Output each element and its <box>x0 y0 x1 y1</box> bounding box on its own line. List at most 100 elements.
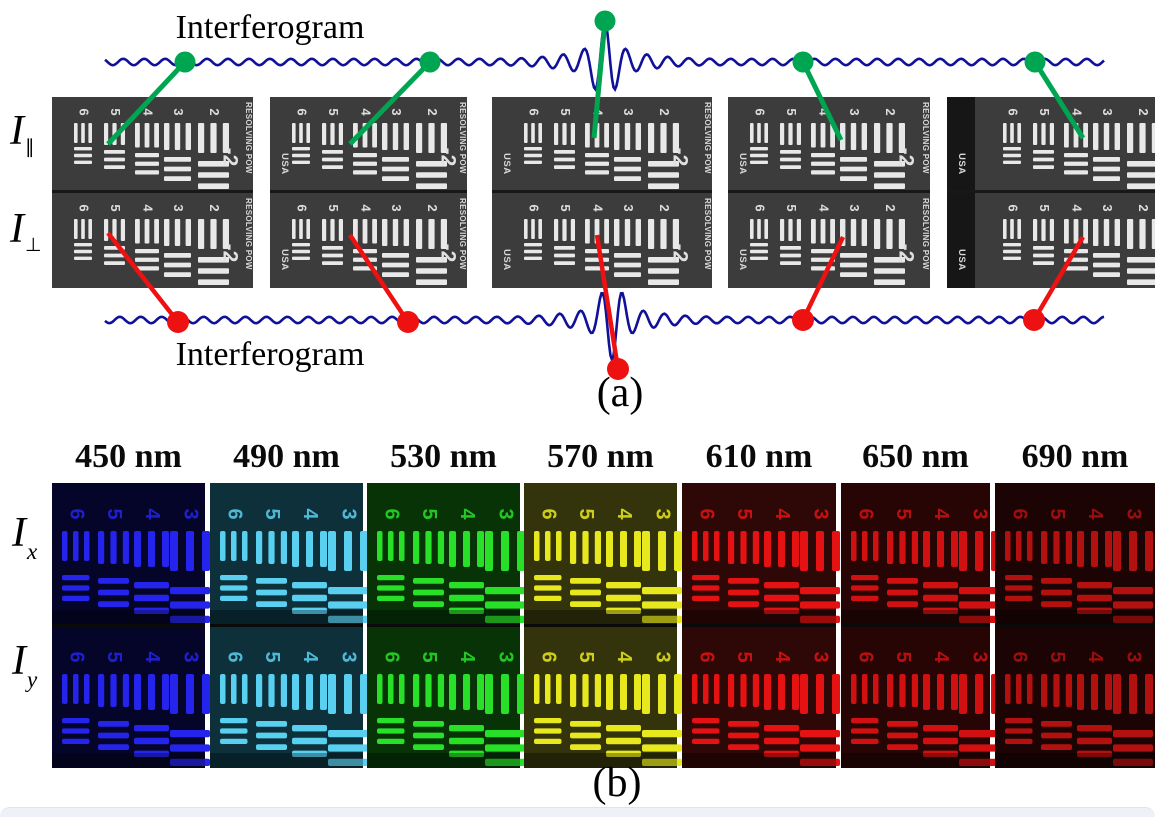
panel-b-target-column-7: 6 5 4 3 6 5 4 3 <box>995 483 1155 768</box>
svg-text:5: 5 <box>1037 204 1052 211</box>
svg-text:-2: -2 <box>436 148 459 167</box>
svg-text:6: 6 <box>223 508 245 519</box>
svg-text:2: 2 <box>425 108 440 115</box>
connector-top-5 <box>1032 60 1086 140</box>
svg-text:3: 3 <box>1100 108 1115 115</box>
svg-text:4: 4 <box>930 651 952 663</box>
svg-text:USA: USA <box>737 153 748 175</box>
marker-dot-bottom-4 <box>792 309 814 331</box>
svg-text:USA: USA <box>501 153 512 175</box>
svg-text:6: 6 <box>527 108 542 115</box>
svg-text:2: 2 <box>883 204 898 211</box>
panel-b-target-column-3: 6 5 4 3 6 5 4 3 <box>367 483 525 768</box>
svg-text:3: 3 <box>652 651 674 662</box>
target-b-col1-iy: 6 5 4 3 <box>52 626 210 768</box>
svg-text:6: 6 <box>854 651 876 662</box>
svg-text:4: 4 <box>299 651 321 663</box>
svg-text:3: 3 <box>389 108 404 115</box>
svg-text:3: 3 <box>180 651 202 662</box>
interferogram-label-bottom: Interferogram <box>175 336 365 373</box>
target-b-col4-ix: 6 5 4 3 <box>524 483 682 625</box>
svg-text:4: 4 <box>456 651 478 663</box>
wavelength-label-530-nm: 530 nm <box>390 438 497 475</box>
svg-text:5: 5 <box>733 651 755 662</box>
svg-text:5: 5 <box>108 108 123 115</box>
svg-text:3: 3 <box>495 508 517 519</box>
svg-text:5: 5 <box>1046 508 1068 519</box>
svg-text:4: 4 <box>771 651 793 663</box>
svg-text:4: 4 <box>1084 508 1106 520</box>
svg-text:5: 5 <box>261 651 283 662</box>
svg-text:2: 2 <box>1136 108 1151 115</box>
svg-text:3: 3 <box>389 204 404 211</box>
svg-text:4: 4 <box>1070 204 1085 212</box>
svg-text:RESOLVING POW: RESOLVING POW <box>458 102 467 174</box>
svg-text:4: 4 <box>591 204 606 212</box>
svg-text:5: 5 <box>558 204 573 211</box>
svg-text:6: 6 <box>854 508 876 519</box>
svg-text:3: 3 <box>338 508 360 519</box>
svg-text:4: 4 <box>613 508 635 520</box>
marker-dot-bottom-2 <box>397 311 419 333</box>
svg-text:USA: USA <box>956 249 967 271</box>
svg-text:3: 3 <box>180 508 202 519</box>
target-b-col4-iy: 6 5 4 3 <box>524 626 682 768</box>
svg-text:USA: USA <box>279 249 290 271</box>
target-b-col6-iy: 6 5 4 3 <box>841 626 999 768</box>
marker-dot-bottom-1 <box>167 311 189 333</box>
connector-bottom-1 <box>106 231 180 324</box>
connector-bottom-5 <box>1032 235 1085 322</box>
panel-b-target-column-1: 6 5 4 3 6 5 4 3 <box>52 483 210 768</box>
svg-text:3: 3 <box>969 651 991 662</box>
svg-text:RESOLVING POW: RESOLVING POW <box>703 102 712 174</box>
panel-b-caption: (b) <box>592 760 642 806</box>
svg-text:6: 6 <box>380 508 402 519</box>
svg-text:3: 3 <box>847 108 862 115</box>
panel-a-target-column-4: 6 5 4 3 2 USA -2 RESOLVING POW 6 5 4 3 2 USA -2 RESOLVI… <box>728 97 930 288</box>
svg-text:5: 5 <box>784 204 799 211</box>
svg-text:6: 6 <box>695 651 717 662</box>
svg-text:3: 3 <box>171 204 186 211</box>
svg-text:6: 6 <box>77 204 92 211</box>
svg-text:3: 3 <box>847 204 862 211</box>
svg-text:2: 2 <box>207 108 222 115</box>
svg-text:USA: USA <box>279 153 290 175</box>
svg-text:6: 6 <box>295 204 310 211</box>
marker-dot-top-2 <box>419 51 441 73</box>
svg-text:3: 3 <box>1100 204 1115 211</box>
page-bottom-strip <box>0 807 1155 817</box>
panel-b-target-column-6: 6 5 4 3 6 5 4 3 <box>841 483 999 768</box>
wavelength-label-610-nm: 610 nm <box>705 438 813 475</box>
svg-text:USA: USA <box>737 249 748 271</box>
svg-text:RESOLVING POW: RESOLVING POW <box>458 198 467 270</box>
svg-text:6: 6 <box>537 508 559 519</box>
svg-text:2: 2 <box>657 204 672 211</box>
panel-b-target-column-4: 6 5 4 3 6 5 4 3 <box>524 483 682 768</box>
wavelength-label-690-nm: 690 nm <box>1021 438 1129 475</box>
wavelength-label-650-nm: 650 nm <box>862 438 969 475</box>
svg-text:6: 6 <box>1008 508 1030 519</box>
wavelength-label-570-nm: 570 nm <box>547 438 654 475</box>
svg-text:3: 3 <box>495 651 517 662</box>
svg-text:5: 5 <box>418 508 440 519</box>
marker-dot-top-1 <box>174 51 196 73</box>
svg-text:6: 6 <box>380 651 402 662</box>
svg-text:4: 4 <box>771 508 793 520</box>
svg-text:6: 6 <box>65 508 87 519</box>
svg-text:4: 4 <box>141 108 156 116</box>
svg-text:5: 5 <box>575 508 597 519</box>
svg-text:-2: -2 <box>668 244 691 263</box>
target-b-col3-iy: 6 5 4 3 <box>367 626 525 768</box>
svg-text:4: 4 <box>359 204 374 212</box>
svg-text:-2: -2 <box>894 148 917 167</box>
marker-dot-top-3 <box>594 10 616 32</box>
connector-top-3 <box>591 20 608 139</box>
svg-text:2: 2 <box>425 204 440 211</box>
svg-text:6: 6 <box>1006 108 1021 115</box>
target-b-col5-iy: 6 5 4 3 <box>682 626 840 768</box>
row-label-i-x-base: I <box>12 510 26 556</box>
row-label-i-perpendicular: I ⊥ <box>10 208 42 255</box>
